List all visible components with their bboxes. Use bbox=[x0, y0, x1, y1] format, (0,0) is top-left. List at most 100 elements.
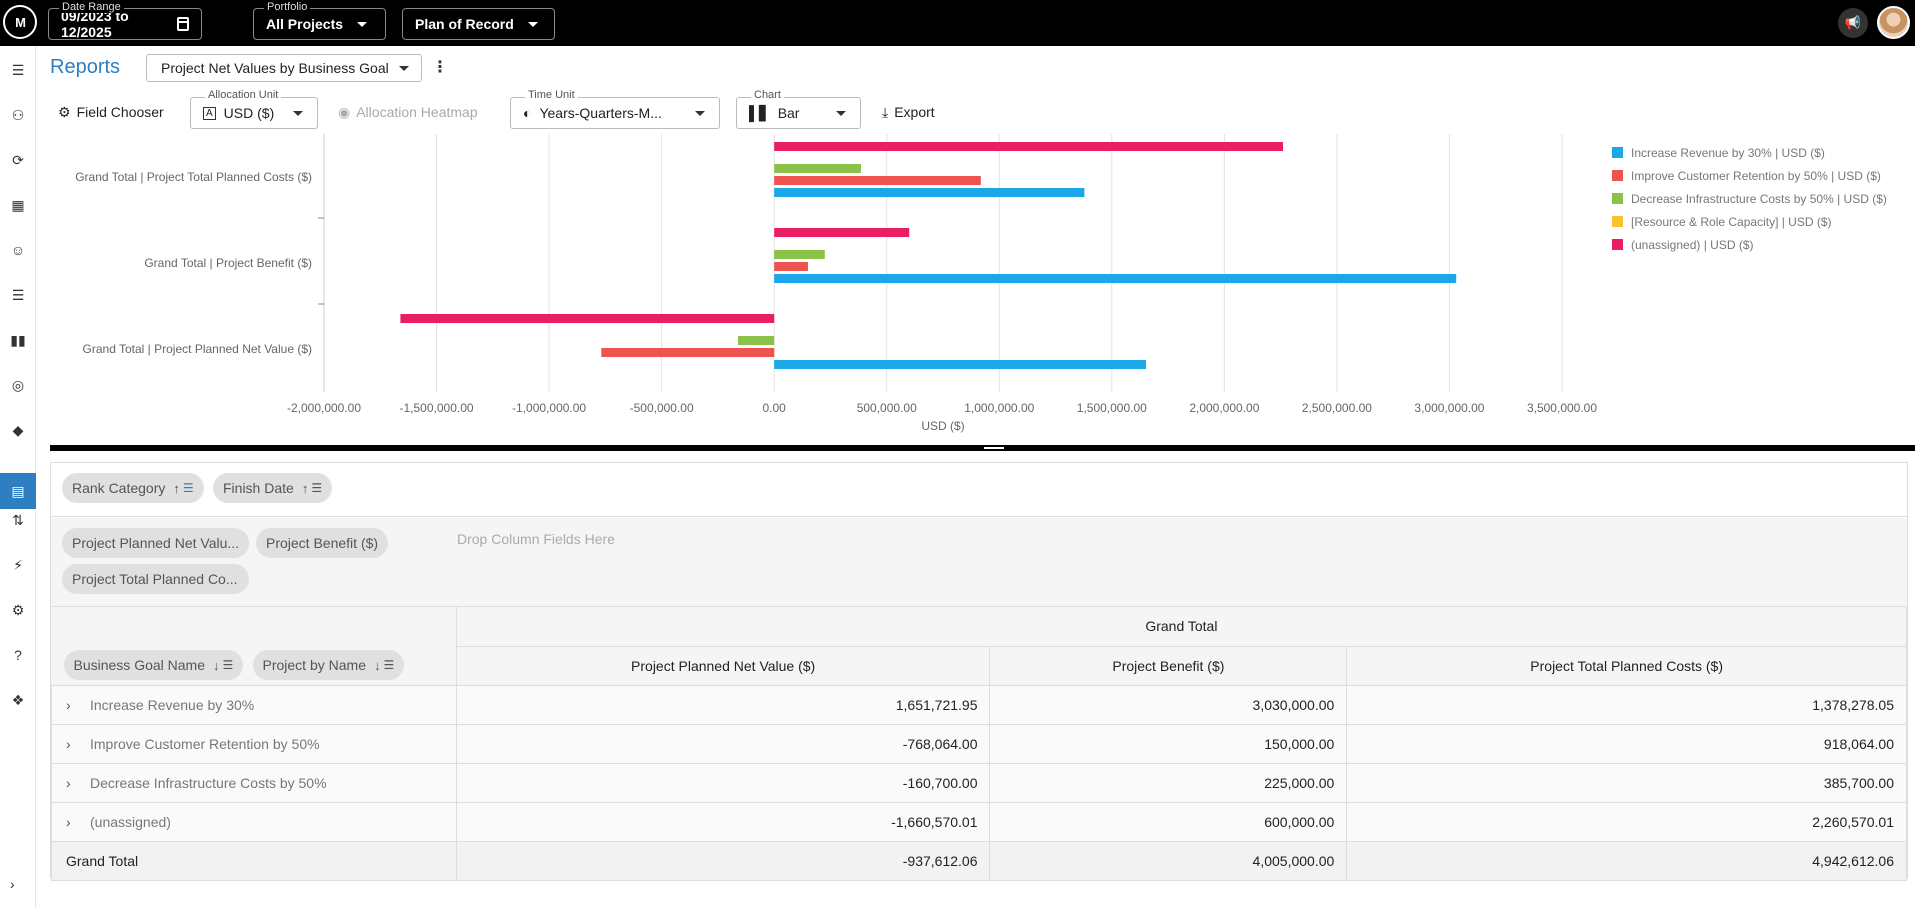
portfolio-value: All Projects bbox=[266, 16, 344, 32]
transfer-icon[interactable]: ⇅ bbox=[12, 511, 24, 528]
x-tick-label: 2,000,000.00 bbox=[1189, 401, 1259, 415]
compass-icon[interactable]: ❖ bbox=[11, 691, 25, 708]
row-header[interactable]: › (unassigned) bbox=[51, 802, 457, 842]
bar-chart: -2,000,000.00 -1,500,000.00 -1,000,000.00 -… bbox=[36, 134, 1915, 442]
legend-label: Decrease Infrastructure Costs by 50% | U… bbox=[1631, 192, 1887, 206]
row-field-header: Business Goal Name ↓ ☰ Project by Name ↓… bbox=[51, 606, 457, 686]
row-header[interactable]: › Improve Customer Retention by 50% bbox=[51, 724, 457, 764]
team-icon[interactable]: ☺ bbox=[10, 242, 26, 258]
chart-svg: -2,000,000.00 -1,500,000.00 -1,000,000.00 -… bbox=[75, 134, 1887, 433]
chevron-right-icon[interactable]: › bbox=[66, 736, 71, 752]
column-field-zone[interactable] bbox=[456, 518, 1907, 606]
target-icon[interactable]: ◎ bbox=[11, 376, 25, 393]
sort-asc-icon[interactable]: ↑ bbox=[301, 480, 309, 496]
more-options-icon[interactable]: ⋮ bbox=[432, 59, 448, 76]
filter-chip-finish-date[interactable]: Finish Date ↑ ☰ bbox=[213, 473, 333, 503]
bar bbox=[774, 274, 1457, 283]
cell-value: -1,660,570.01 bbox=[455, 802, 991, 842]
megaphone-icon[interactable]: 📢 bbox=[1838, 8, 1868, 38]
chevron-down-icon bbox=[836, 111, 846, 116]
total-value: -937,612.06 bbox=[455, 841, 991, 881]
row-header[interactable]: › Increase Revenue by 30% bbox=[51, 685, 457, 725]
chevron-right-icon[interactable]: › bbox=[66, 697, 71, 713]
chevron-right-icon[interactable]: › bbox=[10, 876, 15, 892]
field-chooser-button[interactable]: ⚙ Field Chooser bbox=[58, 97, 164, 127]
board-icon[interactable]: ▮▮ bbox=[10, 331, 26, 348]
x-tick-label: -1,500,000.00 bbox=[400, 401, 474, 415]
legend-label: Improve Customer Retention by 50% | USD … bbox=[1631, 169, 1881, 183]
report-select[interactable]: Project Net Values by Business Goal bbox=[146, 54, 422, 82]
chevron-down-icon bbox=[293, 111, 303, 116]
table-row: › Improve Customer Retention by 50% -768,… bbox=[51, 724, 1907, 764]
gear-icon: ⚙ bbox=[58, 103, 71, 120]
table-row: › Decrease Infrastructure Costs by 50% -1… bbox=[51, 763, 1907, 803]
bar bbox=[601, 348, 775, 357]
splitter-grip[interactable] bbox=[984, 447, 1004, 449]
allocation-unit-select[interactable]: Allocation Unit A USD ($) bbox=[190, 89, 318, 129]
export-button[interactable]: ⤓ Export bbox=[882, 97, 935, 127]
data-field-label: Project Planned Net Valu... bbox=[72, 535, 240, 551]
cell-value: 2,260,570.01 bbox=[1346, 802, 1907, 842]
gear-icon[interactable]: ⚙ bbox=[11, 601, 25, 618]
time-unit-label: Time Unit bbox=[525, 89, 578, 101]
row-field-chip-project[interactable]: Project by Name ↓ ☰ bbox=[252, 650, 405, 680]
chart-type-select[interactable]: Chart ▌▋ Bar bbox=[736, 89, 861, 129]
data-field-chip-planned-costs[interactable]: Project Total Planned Co... bbox=[62, 564, 249, 594]
clock-icon: ◐ bbox=[523, 105, 532, 121]
column-header[interactable]: Project Benefit ($) bbox=[989, 645, 1348, 686]
column-header[interactable]: Project Planned Net Value ($) bbox=[455, 645, 991, 686]
reports-icon[interactable]: ▤ bbox=[0, 473, 36, 509]
chevron-right-icon[interactable]: › bbox=[66, 775, 71, 791]
bar bbox=[774, 142, 1284, 151]
total-value: 4,005,000.00 bbox=[989, 841, 1348, 881]
app-logo[interactable]: M bbox=[3, 5, 37, 39]
column-header[interactable]: Project Total Planned Costs ($) bbox=[1346, 645, 1907, 686]
clipboard-icon[interactable]: ▦ bbox=[11, 196, 25, 213]
cell-value: 600,000.00 bbox=[989, 802, 1348, 842]
time-unit-select[interactable]: Time Unit ◐ Years-Quarters-M... bbox=[510, 89, 720, 129]
help-icon[interactable]: ? bbox=[14, 647, 22, 663]
y-category-label: Grand Total | Project Planned Net Value … bbox=[83, 342, 312, 356]
row-field-chip-business-goal[interactable]: Business Goal Name ↓ ☰ bbox=[63, 650, 244, 680]
sort-desc-icon[interactable]: ↓ bbox=[373, 657, 381, 673]
chevron-right-icon[interactable]: › bbox=[66, 814, 71, 830]
sort-desc-icon[interactable]: ↓ bbox=[213, 657, 220, 673]
filter-icon[interactable]: ☰ bbox=[182, 481, 194, 495]
data-field-chip-benefit[interactable]: Project Benefit ($) bbox=[256, 528, 389, 558]
menu-icon[interactable]: ☰ bbox=[11, 61, 25, 78]
currency-icon: A bbox=[203, 106, 216, 120]
list-icon[interactable]: ☰ bbox=[11, 286, 25, 303]
allocation-heatmap-button[interactable]: ◉ Allocation Heatmap bbox=[338, 97, 478, 127]
pivot-table: Business Goal Name ↓ ☰ Project by Name ↓… bbox=[51, 606, 1908, 881]
time-unit-value: Years-Quarters-M... bbox=[539, 105, 662, 121]
row-header[interactable]: › Decrease Infrastructure Costs by 50% bbox=[51, 763, 457, 803]
user-list-icon[interactable]: ⚇ bbox=[11, 106, 25, 123]
chevron-down-icon bbox=[695, 111, 705, 116]
filter-icon[interactable]: ☰ bbox=[311, 481, 323, 495]
panel-splitter[interactable] bbox=[50, 445, 1915, 451]
row-label: Increase Revenue by 30% bbox=[90, 697, 255, 713]
row-label: Decrease Infrastructure Costs by 50% bbox=[90, 775, 327, 791]
data-field-chip-net-value[interactable]: Project Planned Net Valu... bbox=[62, 528, 249, 558]
x-tick-label: 1,500,000.00 bbox=[1077, 401, 1147, 415]
chevron-down-icon bbox=[527, 21, 538, 27]
refresh-icon[interactable]: ⟳ bbox=[12, 151, 24, 168]
plan-select[interactable]: Plan of Record bbox=[402, 8, 555, 40]
sort-asc-icon[interactable]: ↑ bbox=[173, 480, 180, 496]
filter-icon[interactable]: ☰ bbox=[222, 658, 234, 672]
filter-chip-rank-category[interactable]: Rank Category ↑ ☰ bbox=[62, 473, 204, 503]
plugin-icon[interactable]: ⚡ bbox=[13, 556, 23, 573]
legend-swatch bbox=[1612, 170, 1623, 181]
x-axis-label: USD ($) bbox=[921, 419, 964, 433]
roadmap-icon[interactable]: ◆ bbox=[12, 421, 24, 438]
row-field-label: Business Goal Name bbox=[73, 657, 206, 673]
field-chooser-label: Field Chooser bbox=[76, 104, 164, 120]
avatar[interactable] bbox=[1877, 6, 1910, 39]
filter-icon[interactable]: ☰ bbox=[383, 658, 395, 672]
grand-total-row: Grand Total -937,612.06 4,005,000.00 4,9… bbox=[51, 841, 1907, 881]
y-category-label: Grand Total | Project Benefit ($) bbox=[144, 256, 312, 270]
portfolio-select[interactable]: Portfolio All Projects bbox=[253, 1, 386, 40]
cell-value: 918,064.00 bbox=[1346, 724, 1907, 764]
date-range-picker[interactable]: Date Range 09/2023 to 12/2025 bbox=[48, 1, 202, 40]
legend-label: Increase Revenue by 30% | USD ($) bbox=[1631, 146, 1825, 160]
